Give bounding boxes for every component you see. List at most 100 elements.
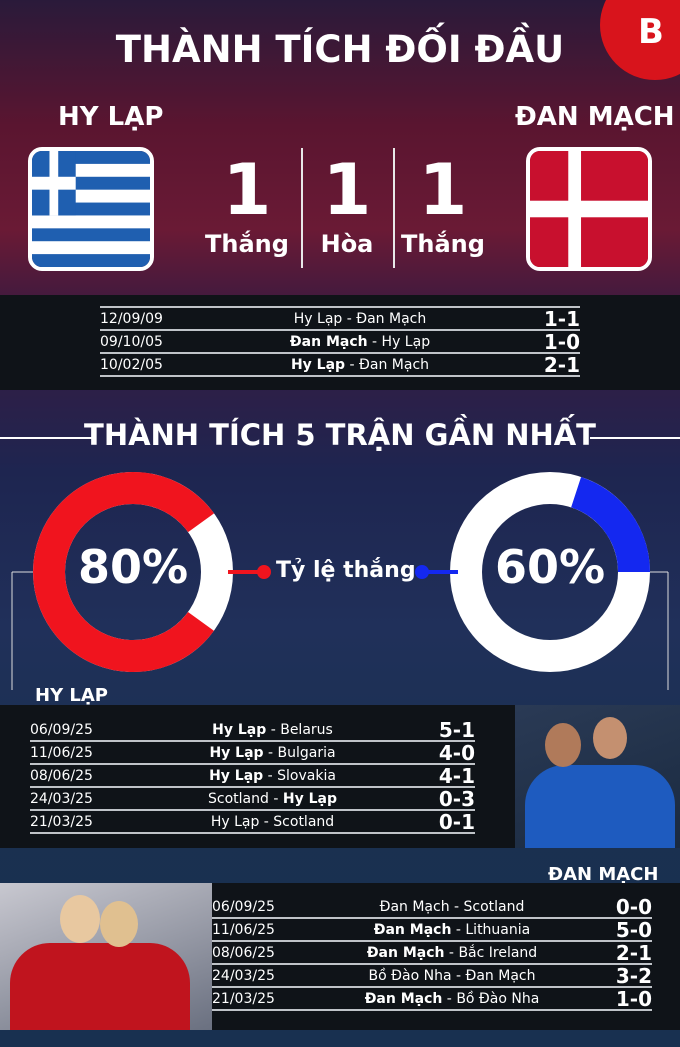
match-date: 12/09/09 — [100, 310, 163, 327]
away-team: Belarus — [280, 721, 333, 738]
page-title: THÀNH TÍCH ĐỐI ĐẦU — [115, 28, 565, 71]
right-recent-table — [205, 883, 680, 1030]
stat-right-wins: 1 Thắng — [401, 149, 485, 258]
away-team: Hy Lạp — [282, 790, 337, 807]
away-team: Đan Mạch — [356, 310, 427, 327]
home-team: Hy Lạp — [209, 744, 264, 761]
match-row: 21/03/25 Hy Lạp - Scotland 0-1 — [30, 809, 475, 834]
match-teams: Hy Lạp - Đan Mạch — [293, 310, 427, 327]
home-team: Hy Lạp — [293, 310, 343, 327]
match-score: 2-1 — [615, 940, 652, 965]
match-teams: Bồ Đào Nha - Đan Mạch — [368, 967, 536, 984]
stat-draws: 1 Hòa — [320, 149, 374, 258]
home-team: Đan Mạch — [364, 990, 443, 1007]
home-team: Bồ Đào Nha — [368, 967, 452, 984]
donut-left-arc — [33, 472, 233, 672]
match-date: 06/09/25 — [212, 898, 275, 915]
stat-left-wins: 1 Thắng — [205, 149, 289, 258]
away-team: Đan Mạch — [359, 356, 430, 373]
match-teams: Hy Lạp - Slovakia — [209, 767, 336, 784]
match-score: 1-0 — [615, 986, 652, 1011]
away-team: Bắc Ireland — [458, 944, 538, 961]
denmark-players-photo — [0, 883, 212, 1030]
divider — [590, 437, 680, 439]
match-row: 24/03/25 Scotland - Hy Lạp 0-3 — [30, 786, 475, 811]
home-team: Hy Lạp — [210, 813, 260, 830]
match-row: 06/09/25 Hy Lạp - Belarus 5-1 — [30, 717, 475, 742]
away-team: Hy Lạp — [381, 333, 431, 350]
away-team: Lithuania — [465, 921, 531, 938]
match-score: 5-0 — [615, 917, 652, 942]
away-team: Slovakia — [277, 767, 336, 784]
away-team: Scotland — [463, 898, 525, 915]
greece-players-photo — [515, 705, 680, 848]
denmark-flag-icon — [526, 147, 652, 271]
team-left-name: HY LẠP — [58, 102, 164, 132]
match-date: 11/06/25 — [30, 744, 93, 761]
match-score: 5-1 — [438, 717, 475, 742]
away-team: Bulgaria — [277, 744, 336, 761]
match-score: 4-0 — [438, 740, 475, 765]
home-team: Đan Mạch — [373, 921, 452, 938]
home-team: Đan Mạch — [366, 944, 445, 961]
right-recent-label: ĐAN MẠCH — [548, 864, 659, 885]
home-team: Scotland — [208, 790, 269, 807]
h2h-table — [0, 295, 680, 390]
team-right-name: ĐAN MẠCH — [515, 102, 675, 132]
match-row: 10/02/05 Hy Lạp - Đan Mạch 2-1 — [100, 353, 580, 377]
match-score: 4-1 — [438, 763, 475, 788]
left-recent-table — [0, 705, 520, 848]
match-date: 09/10/05 — [100, 333, 163, 350]
match-teams: Hy Lạp - Scotland — [210, 813, 335, 830]
win-rate-chart — [11, 472, 669, 690]
match-row: 08/06/25 Đan Mạch - Bắc Ireland 2-1 — [212, 940, 652, 965]
match-date: 21/03/25 — [30, 813, 93, 830]
match-date: 11/06/25 — [212, 921, 275, 938]
match-teams: Đan Mạch - Bồ Đào Nha — [364, 990, 540, 1007]
legend-left-dot — [257, 565, 271, 579]
right-win-rate: 60% — [494, 540, 606, 594]
match-teams: Hy Lạp - Bulgaria — [209, 744, 336, 761]
match-score: 1-0 — [543, 329, 580, 354]
match-score: 0-1 — [438, 809, 475, 834]
home-team: Đan Mạch — [379, 898, 450, 915]
match-date: 08/06/25 — [30, 767, 93, 784]
match-teams: Hy Lạp - Belarus — [212, 721, 333, 738]
left-recent-label: HY LẠP — [35, 685, 108, 706]
match-teams: Scotland - Hy Lạp — [208, 790, 337, 807]
home-team: Hy Lạp — [212, 721, 267, 738]
match-teams: Đan Mạch - Scotland — [379, 898, 525, 915]
match-date: 08/06/25 — [212, 944, 275, 961]
away-team: Đan Mạch — [465, 967, 536, 984]
win-rate-label: Tỷ lệ thắng — [276, 558, 416, 583]
divider — [393, 148, 395, 268]
match-date: 24/03/25 — [30, 790, 93, 807]
match-date: 24/03/25 — [212, 967, 275, 984]
match-row: 08/06/25 Hy Lạp - Slovakia 4-1 — [30, 763, 475, 788]
section-title: THÀNH TÍCH 5 TRẬN GẦN NHẤT — [84, 418, 596, 452]
left-win-rate: 80% — [77, 540, 189, 594]
match-row: 06/09/25 Đan Mạch - Scotland 0-0 — [212, 894, 652, 919]
match-score: 0-3 — [438, 786, 475, 811]
home-team: Hy Lạp — [290, 356, 346, 373]
match-row: 09/10/05 Đan Mạch - Hy Lạp 1-0 — [100, 329, 580, 354]
match-teams: Đan Mạch - Hy Lạp — [289, 333, 431, 350]
greece-flag-icon — [28, 147, 154, 271]
match-teams: Đan Mạch - Bắc Ireland — [366, 944, 538, 961]
home-team: Hy Lạp — [209, 767, 264, 784]
match-score: 3-2 — [615, 963, 652, 988]
match-teams: Đan Mạch - Lithuania — [373, 921, 531, 938]
match-score: 0-0 — [615, 894, 652, 919]
match-score: 1-1 — [543, 306, 580, 331]
match-row: 12/09/09 Hy Lạp - Đan Mạch 1-1 — [100, 306, 580, 331]
away-team: Bồ Đào Nha — [456, 990, 540, 1007]
match-date: 06/09/25 — [30, 721, 93, 738]
divider — [301, 148, 303, 268]
match-teams: Hy Lạp - Đan Mạch — [290, 356, 430, 373]
home-team: Đan Mạch — [289, 333, 368, 350]
match-row: 11/06/25 Hy Lạp - Bulgaria 4-0 — [30, 740, 475, 765]
legend-right-dot — [415, 565, 429, 579]
match-row: 24/03/25 Bồ Đào Nha - Đan Mạch 3-2 — [212, 963, 652, 988]
match-row: 21/03/25 Đan Mạch - Bồ Đào Nha 1-0 — [212, 986, 652, 1011]
match-row: 11/06/25 Đan Mạch - Lithuania 5-0 — [212, 917, 652, 942]
